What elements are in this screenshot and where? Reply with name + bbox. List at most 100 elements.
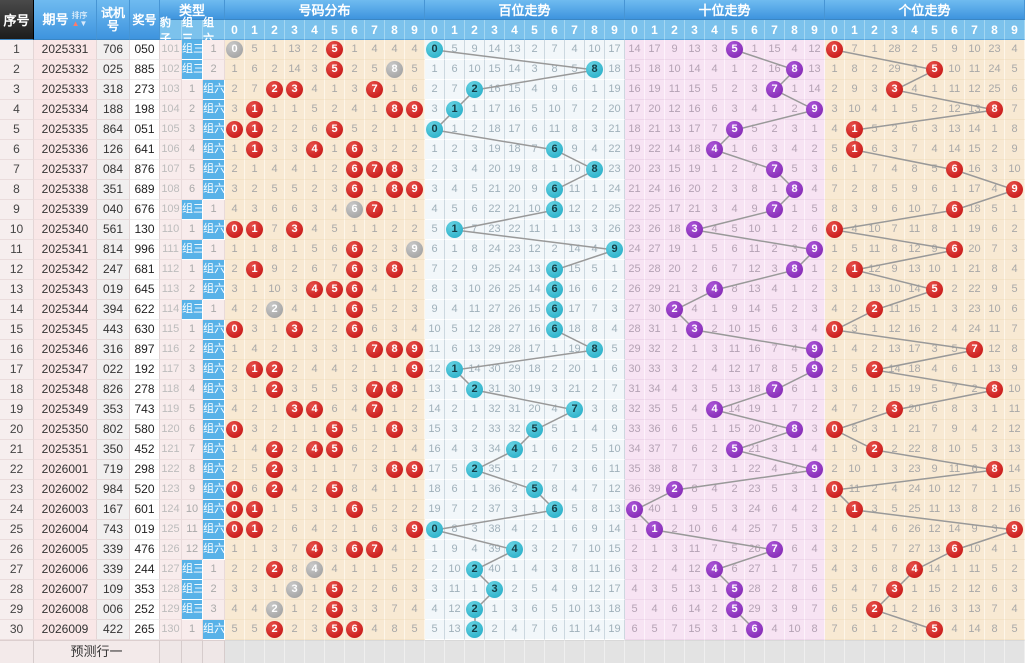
- units-cell: 24: [965, 320, 985, 340]
- distribution-cell: 1: [285, 240, 305, 260]
- distribution-cell: 9: [405, 360, 425, 380]
- distribution-ball: 2: [266, 441, 283, 458]
- hundreds-cell: 4: [445, 300, 465, 320]
- group6-label-cell: 组六: [203, 500, 225, 520]
- units-cell: 6: [885, 520, 905, 540]
- tens-cell: 4: [685, 300, 705, 320]
- distribution-cell: 1: [345, 560, 365, 580]
- hundreds-cell: 4: [585, 240, 605, 260]
- distribution-cell: 2: [265, 420, 285, 440]
- units-cell: 2: [845, 540, 865, 560]
- hundreds-trend-ball: 0: [426, 41, 443, 58]
- prize-number-cell: 897: [130, 340, 160, 360]
- units-cell: 16: [905, 320, 925, 340]
- tens-cell: 8: [785, 260, 805, 280]
- tens-cell: 2: [725, 480, 745, 500]
- group3-label-cell: 组三: [182, 60, 203, 80]
- hundreds-cell: 14: [565, 240, 585, 260]
- distribution-cell: 3: [245, 420, 265, 440]
- digit-scale-cell: 0: [825, 20, 845, 40]
- prediction-row: 预测行一: [0, 640, 1025, 663]
- hundreds-cell: 1: [445, 240, 465, 260]
- tens-cell: 1: [625, 520, 645, 540]
- tens-cell: 14: [745, 300, 765, 320]
- distribution-cell: 4: [285, 300, 305, 320]
- digit-scale-cell: 5: [525, 20, 545, 40]
- units-cell: 4: [845, 220, 865, 240]
- hundreds-cell: 3: [445, 420, 465, 440]
- leopard-miss-cell: 114: [160, 300, 182, 320]
- units-cell: 2: [825, 460, 845, 480]
- tens-cell: 2: [705, 180, 725, 200]
- tens-cell: 7: [745, 160, 765, 180]
- footer-cell: [565, 640, 585, 663]
- distribution-cell: 5: [305, 240, 325, 260]
- tens-cell: 4: [765, 620, 785, 640]
- units-cell: 9: [845, 440, 865, 460]
- leopard-miss-cell: 101: [160, 40, 182, 60]
- units-cell: 13: [1005, 440, 1025, 460]
- distribution-cell: 4: [385, 540, 405, 560]
- distribution-cell: 6: [345, 160, 365, 180]
- prize-number-cell: 676: [130, 200, 160, 220]
- hundreds-cell: 12: [465, 320, 485, 340]
- period-cell: 2025341: [34, 240, 97, 260]
- units-cell: 11: [865, 240, 885, 260]
- hundreds-cell: 23: [505, 240, 525, 260]
- tens-cell: 1: [725, 60, 745, 80]
- tens-cell: 1: [705, 160, 725, 180]
- table-body: 1 2025331 706 050 101 组三 1 0 5 1 13 2 5 1 4 4 4 0 5 9 14 13 2 7…: [0, 40, 1025, 640]
- seq-cell: 21: [0, 440, 34, 460]
- hundreds-cell: 10: [605, 440, 625, 460]
- distribution-ball: 4: [306, 441, 323, 458]
- distribution-cell: 4: [405, 320, 425, 340]
- units-cell: 3: [865, 80, 885, 100]
- tens-cell: 15: [745, 320, 765, 340]
- units-cell: 8: [845, 420, 865, 440]
- distribution-cell: 2: [345, 360, 365, 380]
- hundreds-cell: 8: [585, 160, 605, 180]
- distribution-cell: 2: [265, 460, 285, 480]
- tens-cell: 19: [665, 240, 685, 260]
- hundreds-cell: 3: [585, 400, 605, 420]
- hundreds-cell: 2: [445, 140, 465, 160]
- units-cell: 12: [965, 580, 985, 600]
- digit-scale-cell: 8: [785, 20, 805, 40]
- hundreds-trend-ball: 6: [546, 501, 563, 518]
- group3-miss-cell: 5: [182, 400, 203, 420]
- units-cell: 12: [945, 100, 965, 120]
- units-cell: 1: [845, 140, 865, 160]
- units-cell: 12: [1005, 420, 1025, 440]
- footer-cell: [885, 640, 905, 663]
- prediction-label[interactable]: 预测行一: [34, 640, 160, 663]
- tens-cell: 28: [645, 260, 665, 280]
- sort-asc-icon[interactable]: ▲: [71, 18, 80, 28]
- units-cell: 1: [985, 400, 1005, 420]
- distribution-cell: 4: [365, 40, 385, 60]
- distribution-cell: 2: [365, 580, 385, 600]
- tens-cell: 35: [645, 400, 665, 420]
- table-row: 16 2025346 316 897 116 2 组六 1 4 2 1 3 3 1 7 8 9 11 6 13 29 28…: [0, 340, 1025, 360]
- distribution-cell: 4: [305, 220, 325, 240]
- units-cell: 10: [945, 440, 965, 460]
- units-cell: 1: [845, 520, 865, 540]
- units-cell: 2: [825, 260, 845, 280]
- test-number-cell: 984: [97, 480, 130, 500]
- distribution-cell: 4: [265, 160, 285, 180]
- table-row: 10 2025340 561 130 110 1 组六 0 1 7 3 4 5 1 1 2 2 5 1 7 23 22 11…: [0, 220, 1025, 240]
- hundreds-cell: 31: [485, 380, 505, 400]
- distribution-cell: 4: [325, 360, 345, 380]
- sort-control[interactable]: 排序 ▲▼: [71, 11, 88, 28]
- tens-cell: 2: [625, 540, 645, 560]
- tens-cell: 3: [745, 80, 765, 100]
- leopard-miss-cell: 128: [160, 580, 182, 600]
- distribution-cell: 1: [305, 160, 325, 180]
- tens-cell: 27: [625, 300, 645, 320]
- sort-desc-icon[interactable]: ▼: [79, 18, 88, 28]
- tens-cell: 15: [665, 160, 685, 180]
- units-cell: 5: [925, 160, 945, 180]
- table-row: 11 2025341 814 996 111 组三 1 1 1 8 1 5 6 6 2 3 9 6 1 8 24 23 12…: [0, 240, 1025, 260]
- units-cell: 11: [965, 60, 985, 80]
- distribution-cell: 1: [325, 140, 345, 160]
